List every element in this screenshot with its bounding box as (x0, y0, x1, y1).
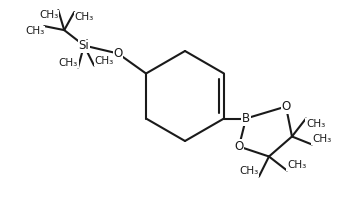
Text: O: O (113, 47, 122, 60)
Text: B: B (242, 112, 250, 125)
Text: CH₃: CH₃ (312, 135, 331, 144)
Text: O: O (234, 140, 244, 153)
Text: CH₃: CH₃ (240, 166, 259, 177)
Text: CH₃: CH₃ (25, 26, 44, 36)
Text: CH₃: CH₃ (287, 160, 306, 171)
Text: Si: Si (79, 39, 89, 52)
Text: CH₃: CH₃ (306, 119, 325, 128)
Text: CH₃: CH₃ (39, 10, 58, 20)
Text: CH₃: CH₃ (74, 12, 93, 22)
Text: CH₃: CH₃ (59, 58, 78, 67)
Text: CH₃: CH₃ (94, 55, 113, 65)
Text: O: O (281, 100, 290, 113)
